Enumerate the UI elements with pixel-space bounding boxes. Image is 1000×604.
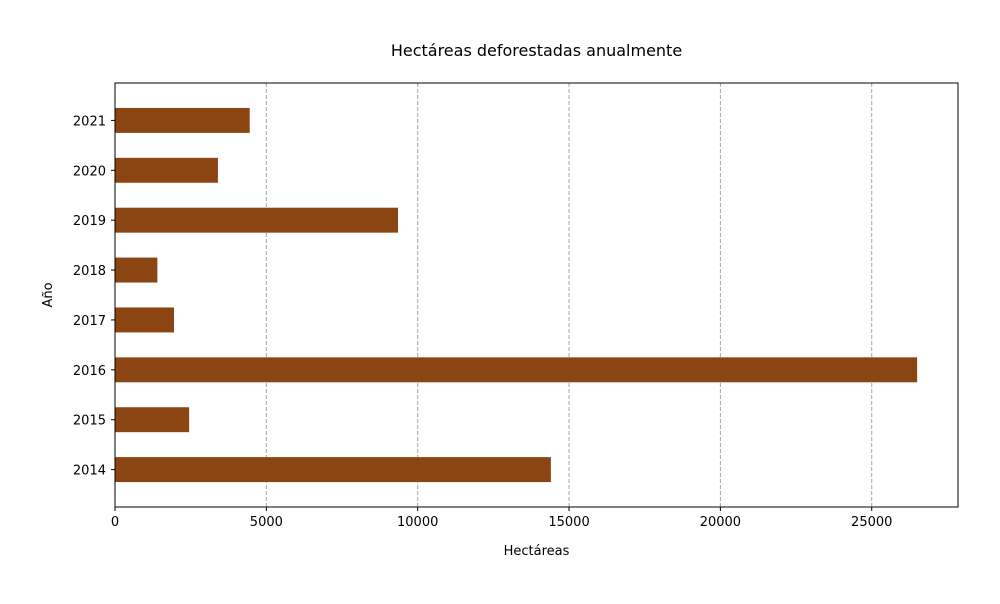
bar-2020 — [115, 157, 218, 183]
bar-2015 — [115, 407, 190, 433]
x-tick-label: 10000 — [397, 515, 438, 530]
x-tick-label: 15000 — [548, 515, 589, 530]
y-tick-label: 2014 — [73, 464, 106, 479]
bars — [115, 107, 918, 483]
y-tick-label: 2021 — [73, 114, 106, 129]
bar-2014 — [115, 457, 551, 483]
x-tick-label: 0 — [111, 515, 119, 530]
y-axis-label: Año — [41, 282, 56, 307]
y-tick-label: 2018 — [73, 264, 106, 279]
bar-2016 — [115, 357, 918, 383]
plot-area-frame — [114, 82, 959, 508]
bar-2017 — [115, 307, 175, 333]
y-tick-label: 2015 — [73, 414, 106, 429]
chart-title: Hectáreas deforestadas anualmente — [391, 41, 682, 60]
bar-2018 — [115, 257, 158, 283]
x-tick-label: 20000 — [700, 515, 741, 530]
x-tick-label: 5000 — [250, 515, 283, 530]
x-tick-label: 25000 — [851, 515, 892, 530]
x-axis-ticks: 0 5000 10000 15000 20000 25000 — [111, 507, 892, 530]
y-tick-label: 2019 — [73, 214, 106, 229]
bar-2019 — [115, 207, 399, 233]
x-axis-label: Hectáreas — [504, 544, 570, 559]
grid-lines — [265, 83, 873, 507]
y-tick-label: 2016 — [73, 364, 106, 379]
y-tick-label: 2020 — [73, 164, 106, 179]
bar-2021 — [115, 107, 250, 133]
y-axis-ticks: 2014 2015 2016 2017 2018 2019 2020 2021 — [73, 114, 115, 479]
y-tick-label: 2017 — [73, 314, 106, 329]
